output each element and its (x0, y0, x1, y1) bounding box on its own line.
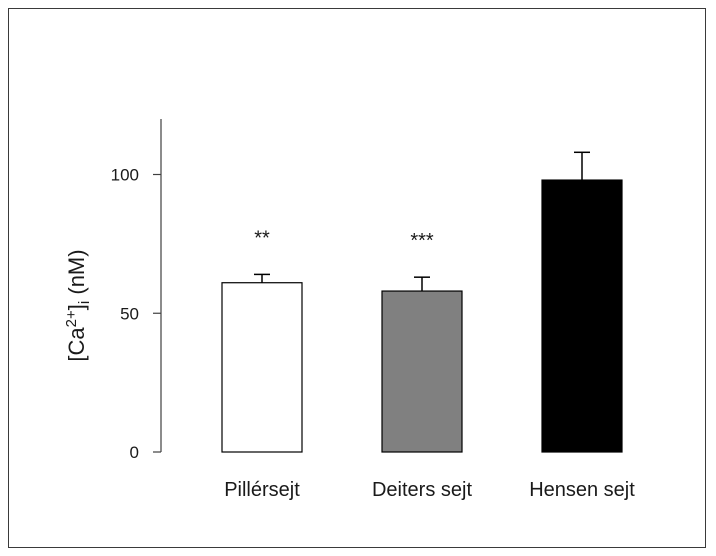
category-label: Deiters sejt (372, 479, 472, 501)
chart-frame: 0 50 100 ** *** Pillérsejt Deiters sejt Hense… (8, 8, 706, 548)
category-label: Hensen sejt (529, 479, 635, 501)
y-tick-label: 0 (130, 443, 139, 462)
y-ticks: 0 50 100 (111, 166, 161, 462)
significance-labels: ** *** (254, 227, 434, 252)
y-tick-label: 50 (120, 304, 139, 323)
category-label: Pillérsejt (224, 479, 300, 501)
y-title-superscript: 2+ (63, 310, 80, 327)
y-title-close: ] (64, 304, 89, 310)
y-title-subscript: i (76, 301, 93, 304)
bar (381, 290, 463, 453)
category-labels: Pillérsejt Deiters sejt Hensen sejt (224, 479, 635, 501)
y-tick-label: 100 (111, 166, 139, 185)
significance-label: ** (254, 227, 270, 249)
y-title-unit: (nM) (64, 249, 89, 300)
y-title-prefix: [Ca (64, 327, 89, 362)
bar (221, 282, 303, 453)
bars (221, 179, 623, 453)
significance-label: *** (410, 230, 434, 252)
bar (541, 179, 623, 453)
y-axis-title: [Ca2+]i (nM) (63, 249, 93, 361)
error-bars (254, 151, 590, 292)
